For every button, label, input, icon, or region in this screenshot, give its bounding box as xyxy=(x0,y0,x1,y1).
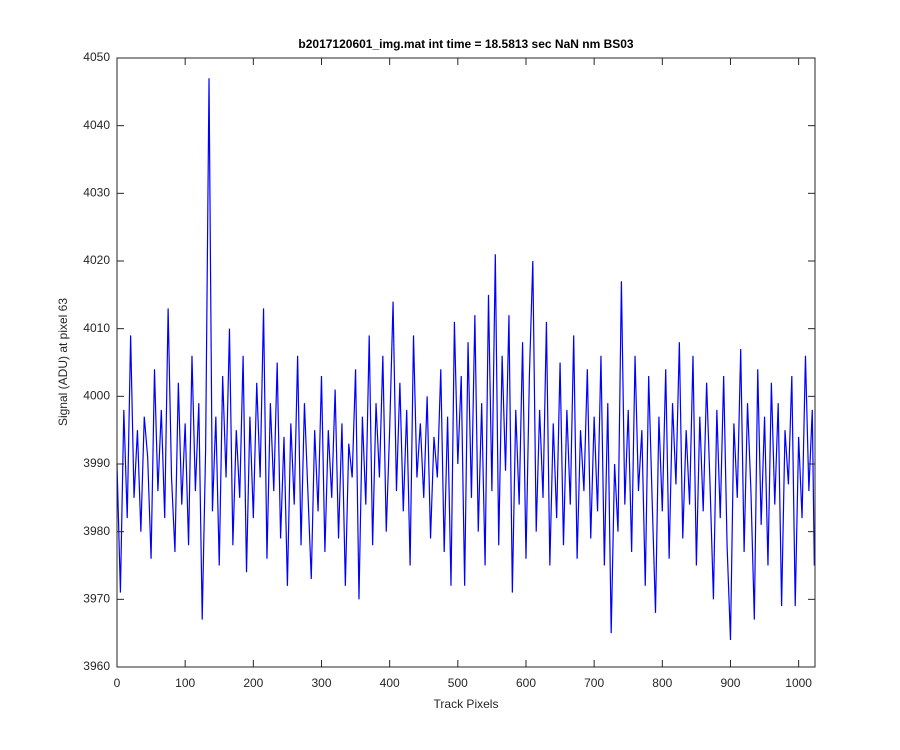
y-tick-label: 3970 xyxy=(83,592,110,606)
y-tick-label: 4040 xyxy=(83,118,110,132)
y-tick-label: 4000 xyxy=(83,389,110,403)
x-tick-label: 500 xyxy=(448,676,468,690)
y-tick-label: 3990 xyxy=(83,456,110,470)
x-tick-label: 700 xyxy=(584,676,604,690)
chart-title: b2017120601_img.mat int time = 18.5813 s… xyxy=(298,37,634,51)
x-tick-label: 900 xyxy=(720,676,740,690)
x-tick-label: 200 xyxy=(243,676,263,690)
plot-frame xyxy=(116,57,816,668)
x-tick-label: 300 xyxy=(311,676,331,690)
y-tick-label: 4030 xyxy=(83,186,110,200)
y-tick-label: 3980 xyxy=(83,524,110,538)
x-tick-label: 0 xyxy=(114,676,121,690)
x-tick-label: 800 xyxy=(652,676,672,690)
y-tick-label: 4010 xyxy=(83,321,110,335)
y-tick-label: 4020 xyxy=(83,253,110,267)
x-tick-label: 400 xyxy=(380,676,400,690)
y-tick-label: 3960 xyxy=(83,659,110,673)
y-axis-label: Signal (ADU) at pixel 63 xyxy=(56,298,70,426)
data-line xyxy=(116,78,815,640)
x-tick-label: 100 xyxy=(175,676,195,690)
y-tick-label: 4050 xyxy=(83,50,110,64)
x-tick-label: 600 xyxy=(516,676,536,690)
x-axis-label: Track Pixels xyxy=(434,697,499,711)
x-tick-label: 1000 xyxy=(785,676,812,690)
